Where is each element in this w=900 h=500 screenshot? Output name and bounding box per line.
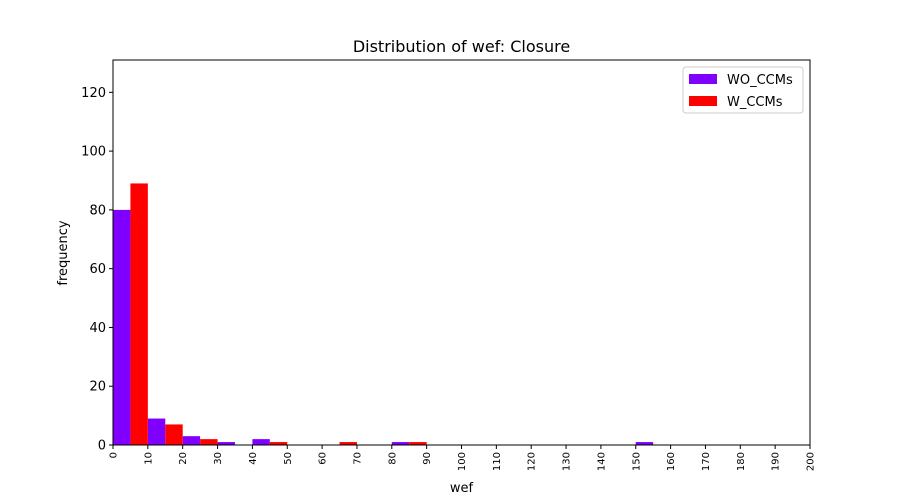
- x-tick-label: 40: [248, 452, 259, 465]
- plot-frame: [112, 59, 811, 446]
- x-tick-label: 200: [806, 452, 817, 471]
- bar-WO_CCMs: [635, 442, 654, 445]
- y-tick-label: 100: [81, 145, 106, 160]
- bar-WO_CCMs: [147, 418, 166, 445]
- y-tick-label: 120: [81, 86, 106, 101]
- legend: WO_CCMs W_CCMs: [682, 66, 804, 114]
- x-tick-label: 130: [562, 452, 573, 471]
- x-tick-label: 30: [213, 452, 224, 465]
- bar-W_CCMs: [130, 183, 148, 445]
- x-tick-label: 20: [178, 452, 189, 465]
- x-tick-label: 180: [736, 452, 747, 471]
- x-tick-label: 100: [457, 452, 468, 471]
- legend-swatch: [689, 74, 717, 84]
- x-tick-label: 140: [596, 452, 607, 471]
- bar-WO_CCMs: [182, 436, 201, 445]
- x-axis-label: wef: [450, 481, 474, 496]
- x-tick-label: 60: [318, 452, 329, 465]
- bar-W_CCMs: [165, 424, 183, 445]
- y-axis: 0 20 40 60 80 100 120: [81, 86, 113, 454]
- x-axis: 0 10 20 30 40 50 60 70 80 90 100 110 120 130 140 150 160…: [109, 445, 817, 471]
- legend-swatch: [689, 96, 717, 106]
- y-tick-label: 60: [89, 262, 106, 277]
- y-tick-label: 40: [89, 321, 106, 336]
- legend-label: WO_CCMs: [727, 73, 793, 88]
- bar-WO_CCMs: [217, 442, 235, 445]
- bar-W_CCMs: [200, 439, 218, 445]
- bar-WO_CCMs: [252, 439, 270, 445]
- y-axis-label: frequency: [56, 220, 71, 286]
- x-tick-label: 110: [492, 452, 503, 471]
- bar-W_CCMs: [409, 442, 427, 445]
- x-tick-label: 120: [527, 452, 538, 471]
- legend-label: W_CCMs: [727, 95, 783, 110]
- x-tick-label: 190: [771, 452, 782, 471]
- x-tick-label: 90: [422, 452, 433, 465]
- bar-WO_CCMs: [113, 209, 131, 445]
- x-tick-label: 50: [283, 452, 294, 465]
- x-tick-label: 10: [143, 452, 154, 465]
- bar-W_CCMs: [269, 442, 288, 445]
- chart-title: Distribution of wef: Closure: [353, 37, 570, 56]
- x-tick-label: 170: [701, 452, 712, 471]
- y-tick-label: 80: [89, 203, 106, 218]
- x-tick-label: 0: [109, 452, 120, 458]
- x-tick-label: 80: [387, 452, 398, 465]
- bar-W_CCMs: [339, 442, 357, 445]
- bar-WO_CCMs: [391, 442, 410, 445]
- y-tick-label: 20: [89, 380, 106, 395]
- x-tick-label: 70: [352, 452, 363, 465]
- y-tick-label: 0: [98, 439, 106, 454]
- plot-area: [113, 183, 654, 445]
- x-tick-label: 160: [666, 452, 677, 471]
- x-tick-label: 150: [631, 452, 642, 471]
